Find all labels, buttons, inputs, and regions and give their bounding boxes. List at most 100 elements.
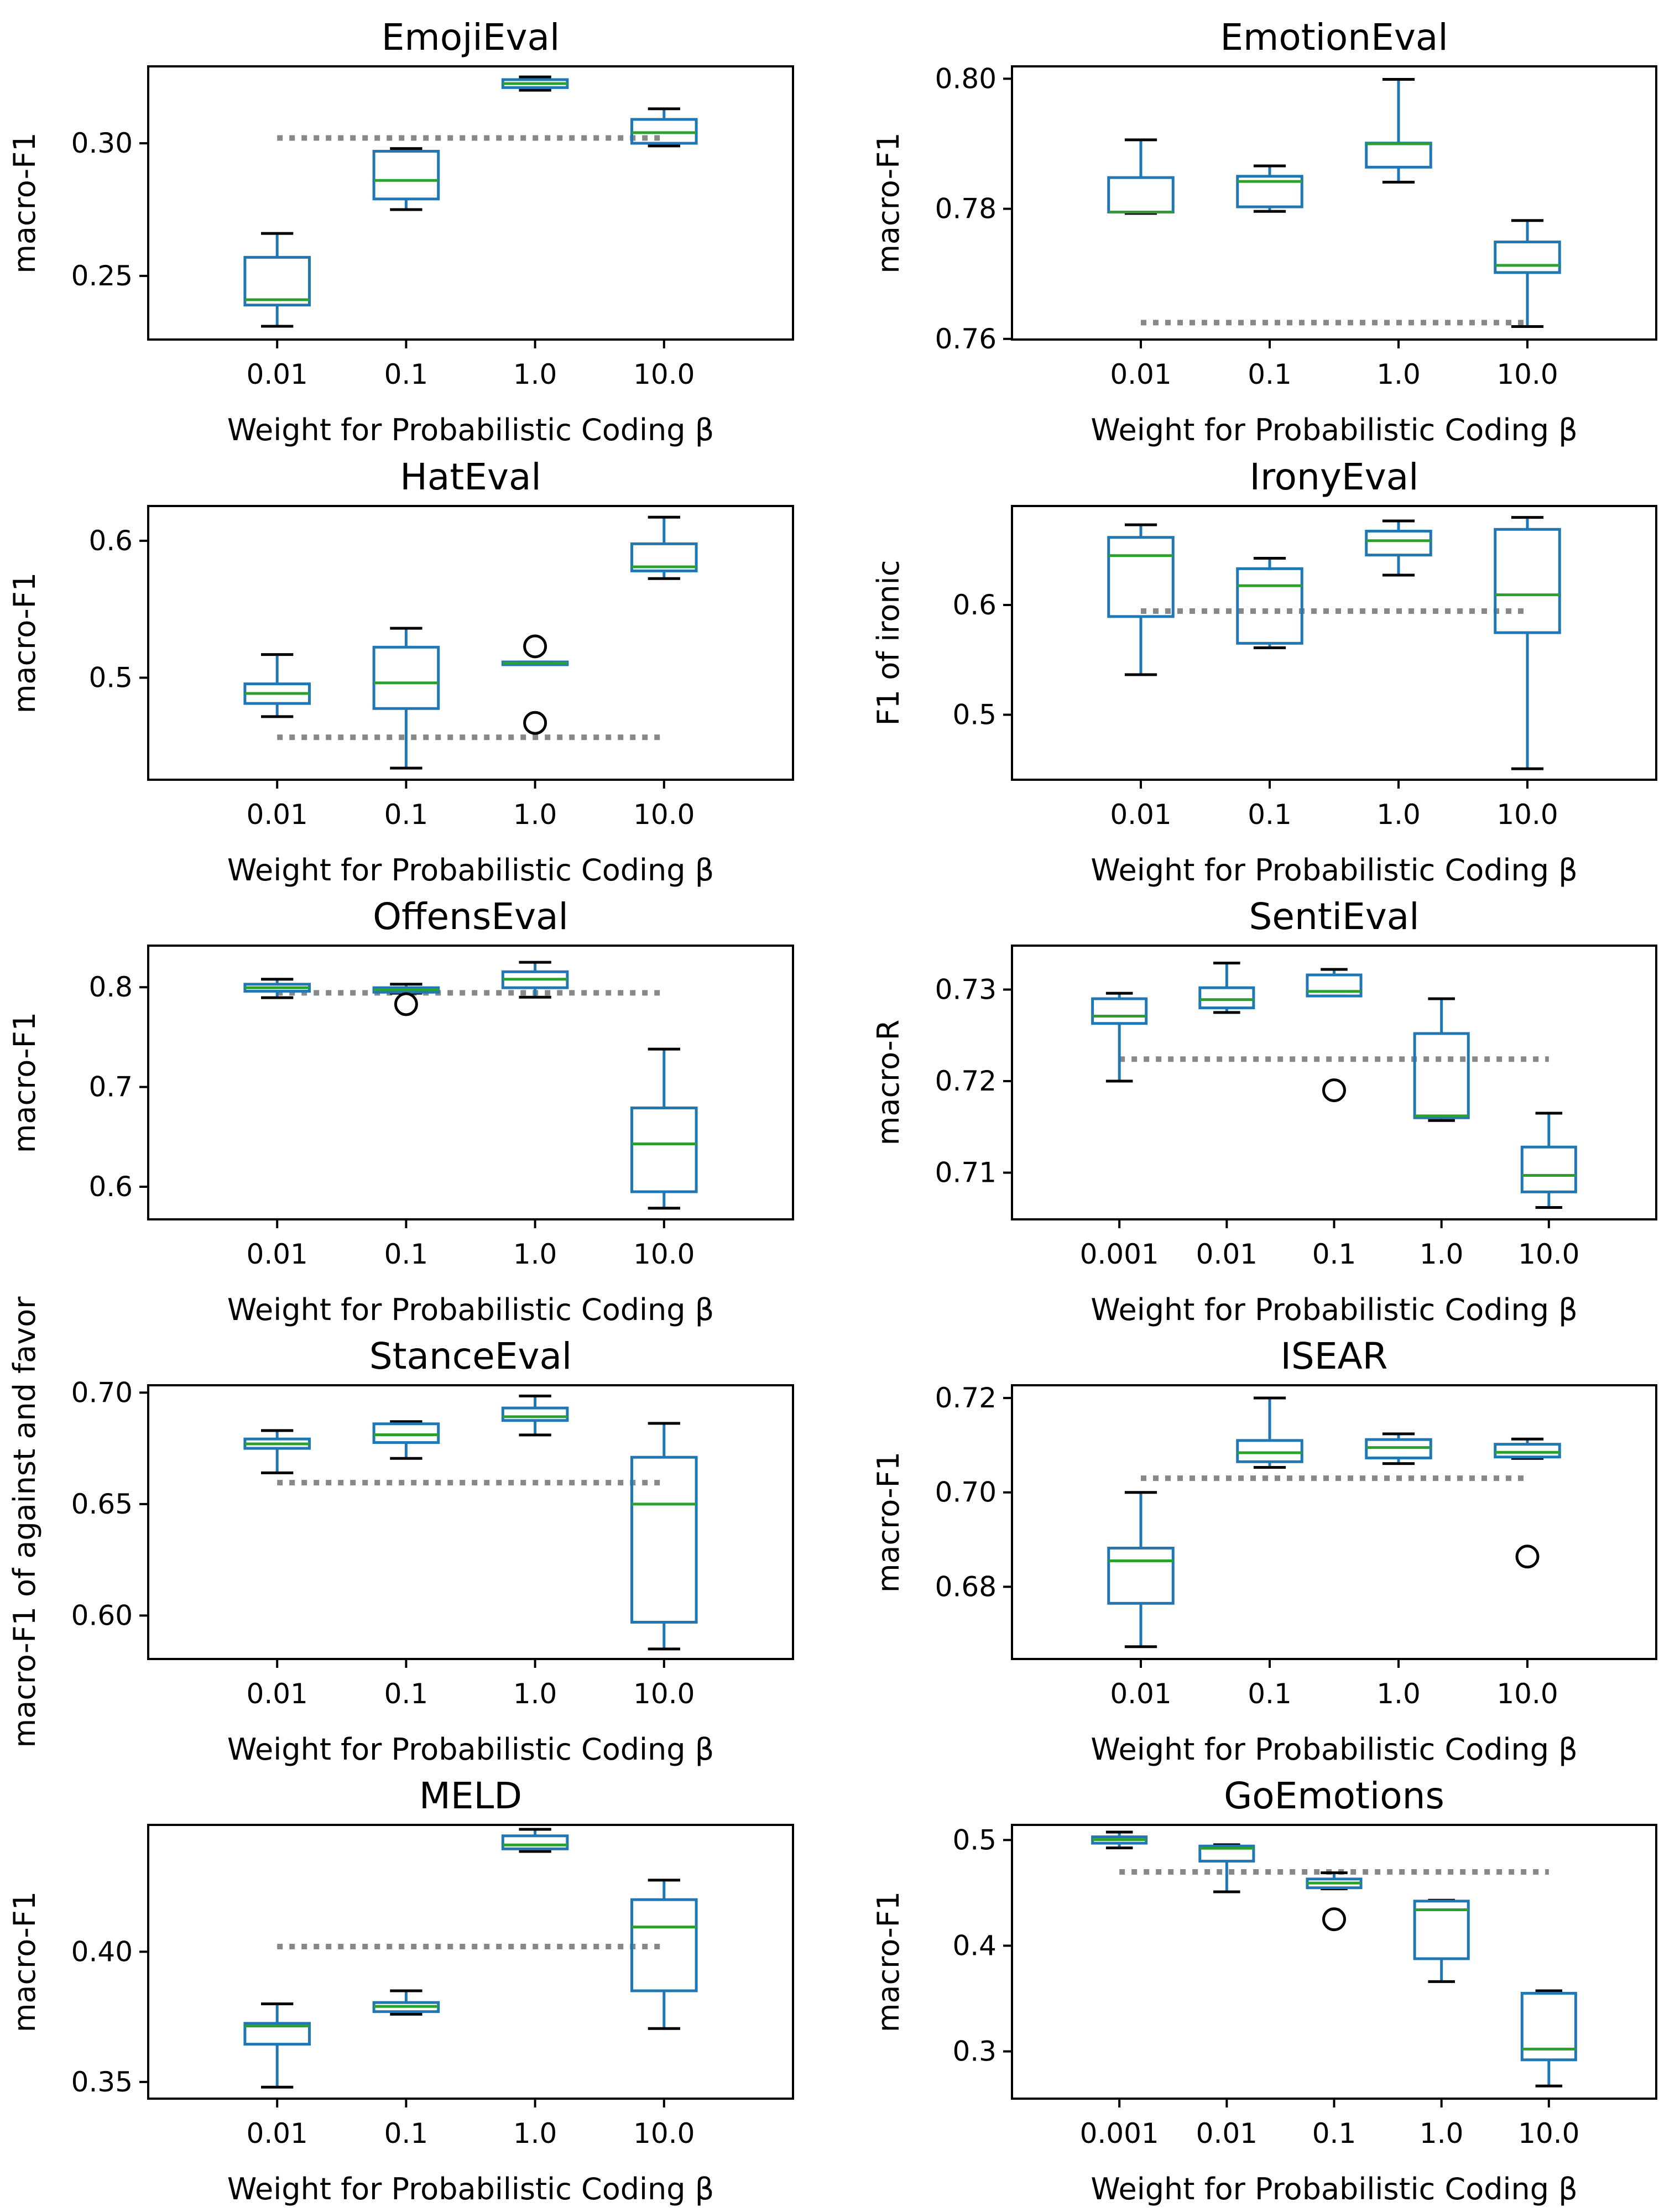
x-tick-label: 10.0 [633, 1238, 695, 1270]
box-0.1 [1306, 968, 1363, 1103]
axes-frame [1011, 1824, 1657, 2100]
x-tick-label: 0.01 [247, 799, 308, 831]
chart-isear: ISEAR macro-F1 Weight for Probabilistic Co… [871, 1335, 1657, 1767]
x-tick-label: 10.0 [633, 799, 695, 831]
x-tick-label: 0.01 [247, 2117, 308, 2150]
y-axis-label: macro-F1 [871, 132, 906, 273]
box-iqr [501, 1834, 569, 1850]
y-tick-label: 0.4 [952, 1929, 997, 1961]
box-1.0 [501, 961, 569, 999]
axes-frame [147, 65, 794, 341]
box-iqr [1520, 1991, 1577, 2062]
box-1.0 [501, 1394, 569, 1437]
outlier-point [523, 711, 547, 735]
chart-title: EmotionEval [1220, 16, 1448, 59]
box-0.1 [1236, 164, 1303, 213]
chart-goemotions: GoEmotions macro-F1 Weight for Probabilist… [871, 1775, 1657, 2206]
box-iqr [1365, 529, 1432, 557]
outlier-point [523, 634, 547, 659]
box-iqr [1236, 175, 1303, 208]
y-tick-label: 0.70 [935, 1477, 997, 1509]
axes-frame [147, 1384, 794, 1660]
box-iqr [372, 645, 440, 710]
box-iqr [1494, 528, 1561, 634]
y-tick-label: 0.65 [71, 1488, 133, 1520]
box-1.0 [1413, 1898, 1470, 1983]
x-tick-label: 10.0 [1496, 358, 1558, 390]
y-tick-label: 0.35 [71, 2066, 133, 2098]
box-10.0 [1520, 1112, 1577, 1209]
x-tick-label: 0.01 [1196, 2117, 1258, 2150]
box-0.1 [372, 627, 440, 770]
y-tick-label: 0.68 [935, 1571, 997, 1603]
y-axis-label: macro-F1 [871, 1452, 906, 1593]
chart-meld: MELD macro-F1 Weight for Probabilistic Cod… [7, 1775, 794, 2206]
chart-title: ISEAR [1280, 1335, 1387, 1378]
chart-emotioneval: EmotionEval macro-F1 Weight for Probabilis… [871, 16, 1657, 447]
x-tick-label: 1.0 [513, 1678, 557, 1710]
chart-title: IronyEval [1250, 456, 1419, 498]
x-tick-label: 0.1 [384, 1238, 429, 1270]
axes-frame [1011, 1384, 1657, 1660]
box-iqr [630, 1107, 698, 1193]
box-0.1 [372, 1989, 440, 2016]
x-tick-label: 0.1 [1312, 2117, 1357, 2150]
x-tick-label: 0.01 [1196, 1238, 1258, 1270]
x-tick-label: 10.0 [1518, 1238, 1579, 1270]
x-tick-label: 0.1 [1248, 1678, 1292, 1710]
box-0.01 [243, 978, 311, 999]
x-tick-label: 10.0 [633, 2117, 695, 2150]
y-axis-label: macro-F1 [7, 1891, 42, 2032]
box-10.0 [630, 107, 698, 148]
box-0.1 [372, 1420, 440, 1460]
x-tick-label: 1.0 [513, 358, 557, 390]
box-0.01 [243, 653, 311, 718]
x-tick-label: 0.1 [384, 1678, 429, 1710]
box-0.01 [243, 1429, 311, 1474]
y-axis-label: macro-F1 [7, 1012, 42, 1153]
box-0.1 [372, 983, 440, 1016]
x-tick-label: 0.01 [1110, 799, 1171, 831]
box-iqr [501, 1406, 569, 1422]
axes-frame [147, 1824, 794, 2100]
box-10.0 [1494, 1437, 1561, 1569]
box-iqr [372, 149, 440, 201]
y-tick-label: 0.3 [952, 2036, 997, 2068]
y-axis-label: macro-F1 [7, 572, 42, 713]
y-tick-label: 0.5 [88, 662, 133, 694]
box-0.001 [1091, 992, 1148, 1083]
y-tick-label: 0.25 [71, 260, 133, 292]
x-tick-label: 1.0 [513, 2117, 557, 2150]
chart-offenseval: OffensEval macro-F1 Weight for Probabilist… [7, 895, 794, 1327]
box-0.01 [1107, 523, 1175, 676]
box-1.0 [1365, 519, 1432, 577]
box-iqr [1494, 241, 1561, 274]
x-tick-label: 1.0 [513, 1238, 557, 1270]
box-iqr [1413, 1900, 1470, 1960]
y-axis-label: macro-F1 [7, 132, 42, 273]
box-iqr [1306, 973, 1363, 998]
y-tick-label: 0.6 [88, 1171, 133, 1203]
y-tick-label: 0.30 [71, 127, 133, 159]
box-1.0 [501, 634, 569, 735]
x-axis-label: Weight for Probabilistic Coding β [1091, 413, 1577, 447]
box-0.01 [1198, 961, 1255, 1014]
x-axis-label: Weight for Probabilistic Coding β [227, 413, 714, 447]
x-tick-label: 1.0 [1376, 799, 1421, 831]
y-tick-label: 0.70 [71, 1376, 133, 1408]
y-tick-label: 0.5 [952, 699, 997, 731]
x-axis-label: Weight for Probabilistic Coding β [227, 1732, 714, 1767]
box-iqr [1413, 1032, 1470, 1119]
box-iqr [1107, 536, 1175, 618]
box-0.01 [243, 232, 311, 328]
x-tick-label: 1.0 [513, 799, 557, 831]
box-iqr [630, 1455, 698, 1624]
y-tick-label: 0.72 [935, 1382, 997, 1414]
y-tick-label: 0.76 [935, 323, 997, 355]
box-iqr [1494, 1443, 1561, 1459]
box-iqr [1236, 567, 1303, 645]
y-tick-label: 0.7 [88, 1071, 133, 1103]
chart-ironyeval: IronyEval F1 of ironic Weight for Probabil… [871, 456, 1657, 888]
box-iqr [372, 1422, 440, 1444]
x-tick-label: 0.001 [1080, 1238, 1159, 1270]
